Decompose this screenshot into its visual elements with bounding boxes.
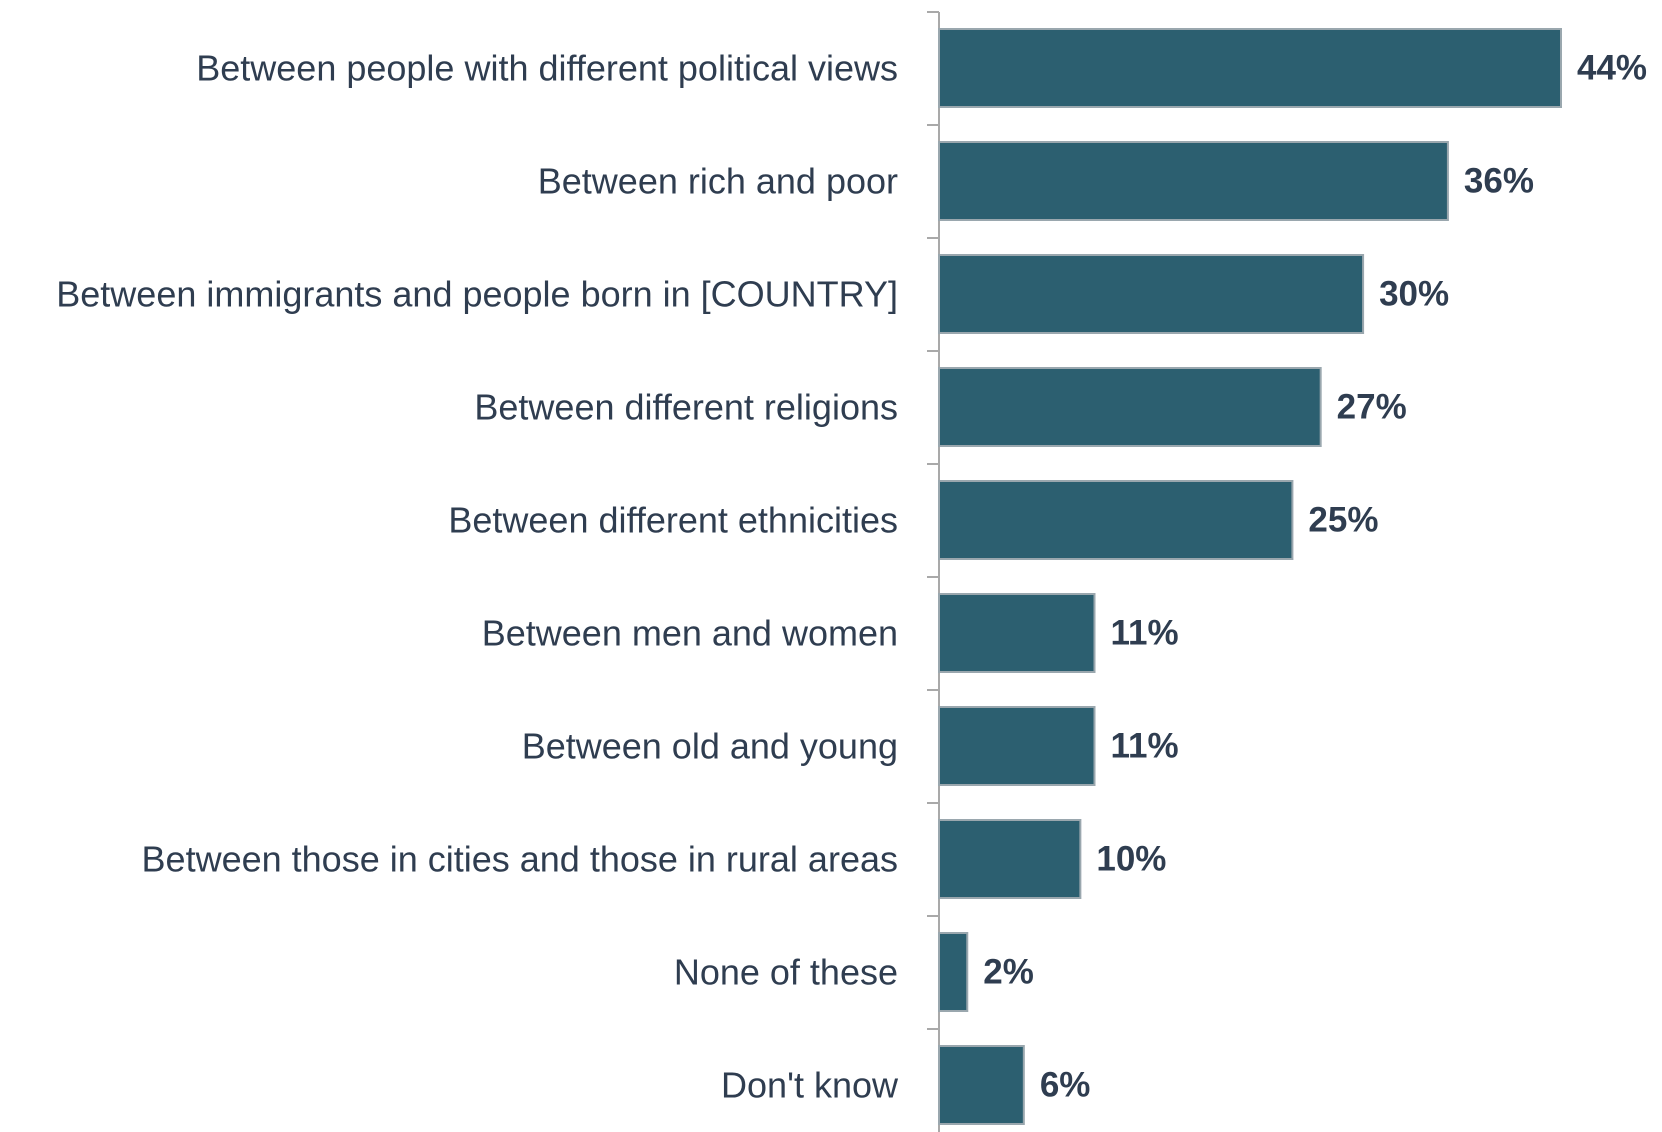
- data-label: 25%: [1308, 501, 1378, 540]
- category-label: None of these: [674, 952, 898, 993]
- data-label: 27%: [1337, 388, 1407, 427]
- bars-layer: [938, 28, 1562, 1125]
- bar: [938, 141, 1449, 221]
- category-label: Between rich and poor: [538, 161, 898, 202]
- category-label: Between old and young: [522, 726, 898, 767]
- bar: [938, 367, 1322, 447]
- bar: [938, 706, 1096, 786]
- data-label: 11%: [1111, 727, 1179, 766]
- bar: [938, 819, 1082, 899]
- bar: [938, 254, 1365, 334]
- bar: [938, 932, 969, 1012]
- data-label: 36%: [1464, 162, 1534, 201]
- category-label: Between people with different political …: [196, 48, 898, 89]
- category-label: Between men and women: [482, 613, 898, 654]
- category-label: Don't know: [721, 1065, 899, 1106]
- data-label: 2%: [983, 953, 1034, 992]
- category-label: Between immigrants and people born in [C…: [56, 274, 898, 315]
- data-label: 44%: [1577, 49, 1647, 88]
- bar: [938, 1045, 1025, 1125]
- bar: [938, 480, 1294, 560]
- category-labels: Between people with different political …: [56, 48, 899, 1106]
- axis-layer: [927, 11, 940, 1132]
- bar: [938, 593, 1096, 673]
- category-label: Between different religions: [474, 387, 898, 428]
- data-label: 10%: [1096, 840, 1166, 879]
- bar: [938, 28, 1562, 108]
- data-label: 11%: [1111, 614, 1179, 653]
- data-label: 6%: [1040, 1066, 1091, 1105]
- value-labels: 44% 36% 30% 27% 25% 11% 11% 10% 2% 6%: [983, 49, 1647, 1105]
- data-label: 30%: [1379, 275, 1449, 314]
- category-label: Between those in cities and those in rur…: [142, 839, 898, 880]
- category-label: Between different ethnicities: [448, 500, 898, 541]
